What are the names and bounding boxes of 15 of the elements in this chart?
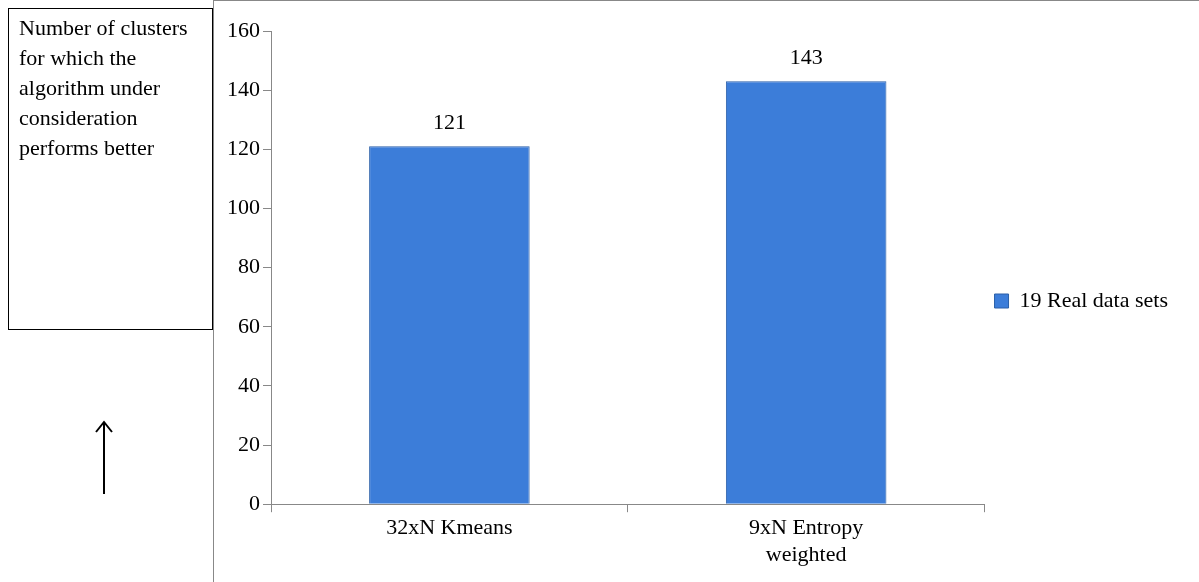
x-tick-label: 9xN Entropy weighted — [749, 514, 864, 566]
legend-label: 19 Real data sets — [1019, 286, 1169, 312]
y-tick-label: 120 — [227, 135, 260, 161]
data-label: 121 — [432, 109, 466, 135]
y-axis-title: Number of clusters for which the algorithm under consideration performs better — [8, 8, 213, 330]
y-tick-label: 20 — [238, 430, 260, 456]
y-tick-label: 0 — [249, 489, 260, 515]
y-tick-label: 100 — [227, 194, 260, 220]
data-label: 143 — [789, 44, 823, 70]
y-tick-label: 40 — [238, 371, 260, 397]
x-tick-label: 32xN Kmeans — [386, 514, 513, 540]
y-tick-label: 60 — [238, 312, 260, 338]
y-tick-label: 160 — [227, 16, 260, 42]
y-tick-label: 80 — [238, 253, 260, 279]
y-tick-label: 140 — [227, 75, 260, 101]
